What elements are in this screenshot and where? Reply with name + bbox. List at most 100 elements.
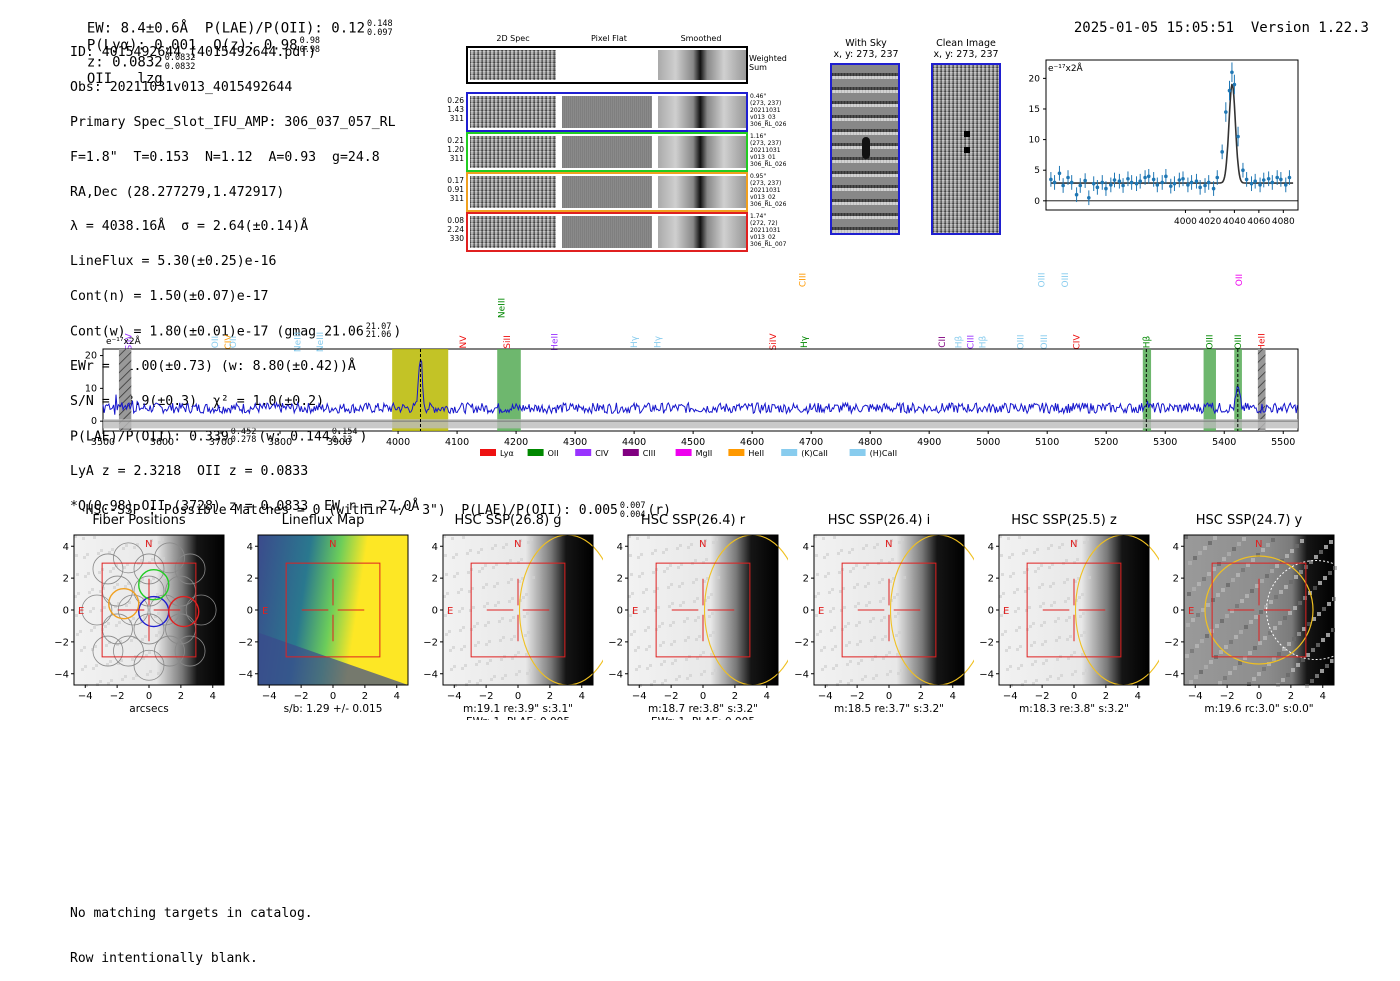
spectral-line-label: Hβ bbox=[955, 335, 965, 348]
spectral-line-label: OII bbox=[229, 336, 239, 348]
fiber-right-value: 1.74" bbox=[750, 213, 767, 220]
hsc-panel-title: HSC SSP(25.5) z bbox=[1011, 513, 1117, 528]
zoom-data-point bbox=[1227, 88, 1232, 93]
fiber-right-value: v013_01 bbox=[750, 154, 776, 161]
legend-swatch bbox=[622, 449, 639, 456]
zoom-units: e⁻¹⁷x2Å bbox=[1048, 62, 1084, 74]
col-title-pixelflat: Pixel Flat bbox=[591, 34, 627, 43]
spectral-line-label: OIII bbox=[1037, 272, 1047, 287]
y-tick-label: 2 bbox=[247, 574, 253, 585]
x-tick-label: 0 bbox=[1071, 691, 1077, 702]
y-tick-label: −4 bbox=[979, 669, 994, 680]
legend-swatch bbox=[781, 449, 798, 456]
north-label: N bbox=[145, 539, 152, 550]
fiber-right-value: 20211031 bbox=[750, 227, 781, 234]
header-z-suffix: OII lzg bbox=[86, 71, 163, 87]
fiber-left-value: 0.91 bbox=[447, 185, 464, 194]
fiber-circle-red bbox=[168, 595, 200, 628]
spectrum-xtick-label: 4800 bbox=[858, 437, 882, 448]
zoom-data-point bbox=[1069, 180, 1074, 185]
fiber-right-value: 0.95" bbox=[750, 173, 767, 180]
zoom-data-point bbox=[1266, 176, 1271, 181]
catalog-footer: No matching targets in catalog. Row inte… bbox=[70, 876, 313, 981]
spectrum-xtick-label: 4400 bbox=[622, 437, 646, 448]
zoom-model-fit bbox=[1050, 83, 1294, 184]
y-tick-label: 4 bbox=[63, 542, 69, 553]
spectrum-xtick-label: 5200 bbox=[1094, 437, 1118, 448]
fiber-left-value: 2.24 bbox=[447, 225, 464, 234]
zoom-data-point bbox=[1220, 150, 1224, 154]
legend-swatch bbox=[527, 449, 544, 456]
fiber-circle bbox=[92, 553, 124, 585]
x-tick-label: 4 bbox=[394, 691, 400, 702]
fiber-circle bbox=[133, 649, 165, 681]
fiber-left-value: 0.17 bbox=[447, 176, 464, 185]
spectrum-xtick-label: 3600 bbox=[150, 437, 174, 448]
hsc-plae-lo: 0.004 bbox=[619, 509, 646, 520]
fiber-left-value: 311 bbox=[449, 194, 464, 203]
zoom-data-point bbox=[1203, 183, 1207, 188]
zoom-data-point bbox=[1121, 183, 1125, 188]
spectrum-highlight-band bbox=[1203, 349, 1216, 431]
fiber-right-value: v013_02 bbox=[750, 234, 776, 241]
info-radec: RA,Dec (28.277279,1.472917) bbox=[70, 184, 285, 200]
zoom-data-point bbox=[1186, 183, 1190, 187]
zoom-data-point bbox=[1215, 175, 1220, 180]
east-label: E bbox=[1188, 606, 1194, 617]
zoom-ytick-label: 0 bbox=[1034, 197, 1040, 207]
spectrum-xtick-label: 3900 bbox=[327, 437, 351, 448]
hsc-panel-title: HSC SSP(26.4) r bbox=[640, 513, 746, 528]
hsc-panel: HSC SSP(24.7) y N E −4 −2 0 2 4 4 2 0 −2 −4 m:19.6 rc… bbox=[1154, 513, 1344, 725]
fiber-2dspec bbox=[470, 216, 556, 248]
hsc-panel-caption-2: EWr: 1. PLAE: 0.005 bbox=[466, 716, 570, 720]
header-line: EW: 8.4±0.6Å P(LAE)/P(OII): 0.12 0.148 0.0… bbox=[70, 4, 395, 87]
zoom-data-point bbox=[1095, 185, 1100, 190]
hsc-cutout-image bbox=[74, 535, 224, 685]
hsc-panel: HSC SSP(25.5) z N E −4 −2 0 2 4 4 2 0 −2 −4 m:18.3 re… bbox=[969, 513, 1159, 725]
hsc-panel-title: HSC SSP(26.8) g bbox=[454, 513, 562, 528]
legend-swatch bbox=[480, 449, 496, 456]
zoom-data-point bbox=[1112, 178, 1117, 182]
zoom-data-point bbox=[1275, 175, 1280, 180]
fiber-circle bbox=[174, 635, 206, 667]
east-label: E bbox=[262, 606, 268, 617]
spectrum-xtick-label: 4600 bbox=[740, 437, 764, 448]
fiber-circle-orange bbox=[108, 587, 140, 620]
spectrum-xtick-label: 4000 bbox=[386, 437, 410, 448]
weighted-sum-label: Weighted Sum bbox=[749, 54, 787, 72]
fiber-smoothed bbox=[658, 136, 746, 168]
fiber-left-value: 1.20 bbox=[447, 145, 464, 154]
spectral-line-label: NV bbox=[459, 335, 469, 349]
info-plae: P(LAE)/P(OII): 0.339 0.452 0.278 (w: 0.144 0… bbox=[70, 428, 419, 446]
clean-stamp-source bbox=[964, 131, 970, 137]
zoom-data-point bbox=[1146, 174, 1151, 179]
zoom-frame bbox=[1045, 59, 1299, 211]
clean-coords: x, y: 273, 237 bbox=[933, 49, 999, 60]
spectrum-highlight-band bbox=[497, 349, 521, 431]
clean-title: Clean Image bbox=[936, 38, 996, 49]
spectrum-xtick-label: 3500 bbox=[91, 437, 115, 448]
zoom-data-point bbox=[1117, 179, 1122, 184]
north-label: N bbox=[699, 539, 706, 550]
fiber-row bbox=[466, 132, 748, 172]
fiber-flat bbox=[562, 176, 652, 208]
spectrum-ytick-label: 10 bbox=[85, 383, 97, 394]
spectrum-error-band bbox=[103, 419, 1298, 429]
x-tick-label: 2 bbox=[732, 691, 738, 702]
fiber-2dspec bbox=[470, 176, 556, 208]
info-obs: Obs: 20211031v013_4015492644 bbox=[70, 80, 293, 96]
sky-stamp-source bbox=[862, 137, 870, 159]
spectrum-flux-line bbox=[102, 358, 1298, 416]
y-tick-label: 2 bbox=[1173, 574, 1179, 585]
x-tick-label: 4 bbox=[210, 691, 216, 702]
x-tick-label: −4 bbox=[78, 691, 93, 702]
spectral-line-label: SiII bbox=[503, 335, 513, 349]
spectral-line-label: OII bbox=[211, 336, 221, 348]
fiber-left-value: 0.08 bbox=[447, 216, 464, 225]
header-qz-hi: 0.98 bbox=[299, 36, 321, 46]
x-tick-label: −4 bbox=[262, 691, 277, 702]
x-tick-label: −4 bbox=[1188, 691, 1203, 702]
y-tick-label: −2 bbox=[608, 637, 623, 648]
